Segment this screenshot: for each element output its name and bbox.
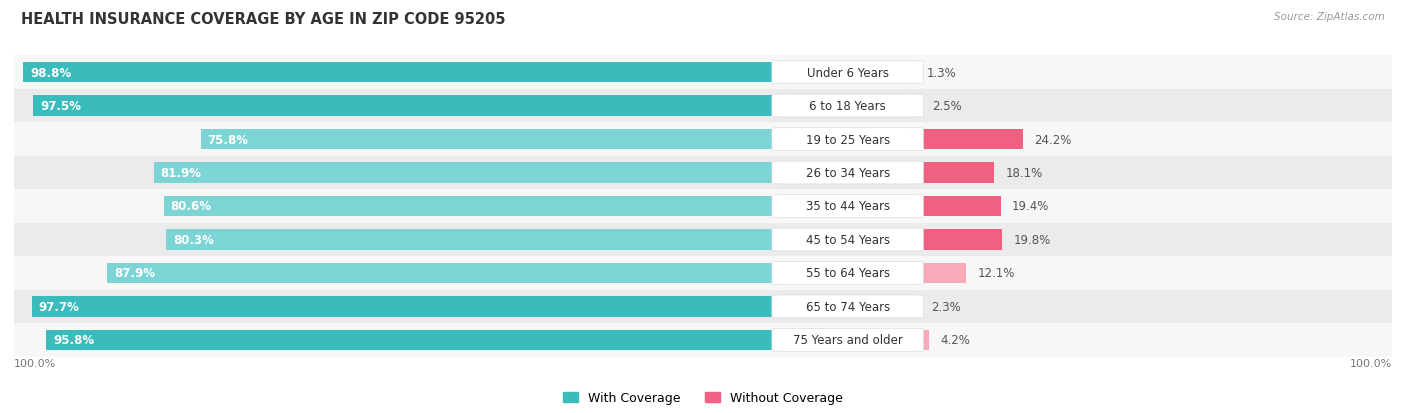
Text: 95.8%: 95.8% (53, 334, 94, 347)
Text: 12.1%: 12.1% (977, 267, 1015, 280)
Bar (14, 190, 1392, 223)
Text: 87.9%: 87.9% (114, 267, 155, 280)
Text: 19 to 25 Years: 19 to 25 Years (806, 133, 890, 146)
Text: 45 to 54 Years: 45 to 54 Years (806, 233, 890, 247)
Text: 2.3%: 2.3% (932, 300, 962, 313)
Bar (14, 90, 1392, 123)
Text: Under 6 Years: Under 6 Years (807, 66, 889, 79)
Bar (153, 163, 786, 183)
Text: 19.8%: 19.8% (1014, 233, 1050, 247)
Text: Source: ZipAtlas.com: Source: ZipAtlas.com (1274, 12, 1385, 22)
Bar (910, 263, 966, 284)
Text: 65 to 74 Years: 65 to 74 Years (806, 300, 890, 313)
Text: HEALTH INSURANCE COVERAGE BY AGE IN ZIP CODE 95205: HEALTH INSURANCE COVERAGE BY AGE IN ZIP … (21, 12, 506, 27)
Text: 18.1%: 18.1% (1005, 166, 1043, 180)
Bar (14, 123, 1392, 157)
Bar (163, 196, 786, 217)
Text: 75 Years and older: 75 Years and older (793, 334, 903, 347)
FancyBboxPatch shape (772, 162, 924, 185)
Bar (910, 96, 921, 117)
Bar (910, 63, 915, 83)
FancyBboxPatch shape (772, 62, 924, 84)
Bar (910, 230, 1002, 250)
Text: 55 to 64 Years: 55 to 64 Years (806, 267, 890, 280)
Legend: With Coverage, Without Coverage: With Coverage, Without Coverage (562, 392, 844, 404)
Text: 81.9%: 81.9% (160, 166, 201, 180)
Text: 26 to 34 Years: 26 to 34 Years (806, 166, 890, 180)
Text: 97.7%: 97.7% (39, 300, 80, 313)
Bar (14, 223, 1392, 256)
Text: 98.8%: 98.8% (30, 66, 72, 79)
Bar (166, 230, 786, 250)
Bar (14, 157, 1392, 190)
FancyBboxPatch shape (772, 195, 924, 218)
FancyBboxPatch shape (772, 329, 924, 351)
Text: 2.5%: 2.5% (932, 100, 962, 113)
FancyBboxPatch shape (772, 262, 924, 285)
Bar (107, 263, 786, 284)
Bar (14, 56, 1392, 90)
Bar (910, 129, 1024, 150)
Text: 100.0%: 100.0% (1350, 358, 1392, 368)
Text: 35 to 44 Years: 35 to 44 Years (806, 200, 890, 213)
Bar (24, 63, 786, 83)
Text: 80.6%: 80.6% (170, 200, 212, 213)
Bar (910, 163, 994, 183)
FancyBboxPatch shape (772, 128, 924, 151)
Text: 75.8%: 75.8% (208, 133, 249, 146)
Bar (14, 290, 1392, 323)
Text: 4.2%: 4.2% (941, 334, 970, 347)
FancyBboxPatch shape (772, 228, 924, 251)
Text: 97.5%: 97.5% (41, 100, 82, 113)
Text: 100.0%: 100.0% (14, 358, 56, 368)
Text: 19.4%: 19.4% (1011, 200, 1049, 213)
Bar (34, 96, 786, 117)
Text: 24.2%: 24.2% (1033, 133, 1071, 146)
FancyBboxPatch shape (772, 95, 924, 118)
Bar (910, 196, 1001, 217)
Text: 6 to 18 Years: 6 to 18 Years (810, 100, 886, 113)
Bar (14, 323, 1392, 357)
Bar (910, 330, 929, 350)
FancyBboxPatch shape (772, 295, 924, 318)
Bar (46, 330, 786, 350)
Bar (201, 129, 786, 150)
Bar (32, 296, 786, 317)
Text: 80.3%: 80.3% (173, 233, 214, 247)
Bar (910, 296, 921, 317)
Bar (14, 256, 1392, 290)
Text: 1.3%: 1.3% (927, 66, 956, 79)
